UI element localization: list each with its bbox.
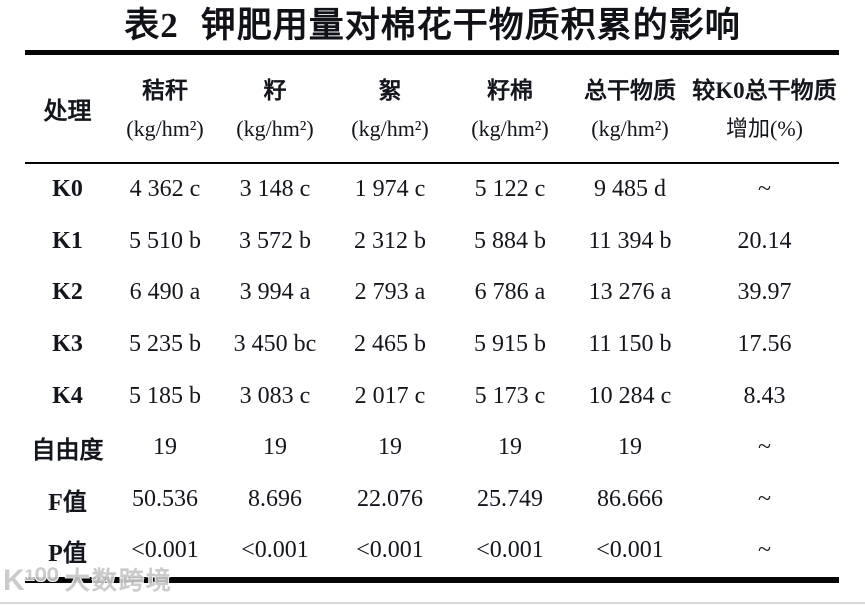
table-cell: 5 510 b (129, 227, 201, 254)
row-label: K0 (52, 176, 83, 203)
table-top-rule (25, 50, 839, 55)
page-edge-line (0, 602, 865, 604)
data-table: 处理 秸秆 (kg/hm²) 籽 (kg/hm²) 絮 (kg/hm²) 籽棉 … (25, 50, 839, 583)
table-cell: <0.001 (131, 537, 199, 564)
table-cell: 5 173 c (474, 382, 546, 409)
row-label: K1 (52, 227, 83, 254)
table-cell: 3 572 b (239, 227, 311, 254)
column-header-seed: 籽 (kg/hm²) (236, 77, 314, 141)
header-separator-rule (25, 162, 839, 164)
row-label: K2 (52, 279, 83, 306)
table-cell: 2 793 a (354, 279, 426, 306)
table-bottom-rule (25, 576, 839, 583)
table-cell: 20.14 (737, 227, 792, 254)
table-title: 表2 钾肥用量对棉花干物质积累的影响 (0, 3, 865, 49)
table-cell: 5 122 c (474, 176, 546, 203)
row-label: K3 (52, 331, 83, 358)
watermark-logo-icon: K¹⁰⁰ (3, 564, 59, 597)
column-header-treatment: 处理 (43, 99, 92, 125)
table-cell: 11 150 b (588, 331, 672, 358)
table-cell: 5 884 b (474, 227, 546, 254)
table-number: 表2 (124, 6, 179, 45)
table-cell: ~ (758, 537, 771, 564)
column-header-total-dry-matter: 总干物质 (kg/hm²) (584, 77, 676, 141)
table-cell: 10 284 c (588, 382, 672, 409)
table-cell: 5 235 b (129, 331, 201, 358)
table-body: K0 4 362 c 3 148 c 1 974 c 5 122 c 9 485… (25, 164, 839, 577)
table-cell: <0.001 (241, 537, 309, 564)
table-cell: 6 490 a (129, 279, 201, 306)
table-cell: 1 974 c (354, 176, 426, 203)
table-cell: 50.536 (132, 485, 198, 512)
column-header-lint: 絮 (kg/hm²) (351, 77, 429, 141)
table-cell: 5 915 b (474, 331, 546, 358)
table-cell: 19 (618, 434, 642, 461)
table-cell: <0.001 (596, 537, 664, 564)
table-cell: 19 (263, 434, 287, 461)
table-cell: 4 362 c (129, 176, 201, 203)
column-header-straw: 秸秆 (kg/hm²) (126, 77, 204, 141)
table-cell: 86.666 (597, 485, 663, 512)
row-label: F值 (48, 489, 87, 516)
row-label: 自由度 (31, 438, 104, 465)
table-cell: ~ (758, 485, 771, 512)
column-header-increase-vs-k0: 较K0总干物质 增加(%) (692, 77, 837, 141)
table-cell: 8.43 (743, 382, 786, 409)
table-cell: 22.076 (357, 485, 423, 512)
table-cell: 19 (498, 434, 522, 461)
table-cell: 3 083 c (239, 382, 311, 409)
table-cell: 19 (378, 434, 402, 461)
table-cell: <0.001 (476, 537, 544, 564)
row-label: K4 (52, 382, 83, 409)
table-cell: <0.001 (356, 537, 424, 564)
table-title-text: 钾肥用量对棉花干物质积累的影响 (200, 6, 741, 45)
row-label: P值 (48, 541, 87, 568)
table-cell: 9 485 d (594, 176, 666, 203)
watermark: K¹⁰⁰ 大数跨境 (3, 565, 173, 597)
watermark-text: 大数跨境 (64, 568, 173, 595)
table-cell: 2 465 b (354, 331, 426, 358)
table-cell: 25.749 (477, 485, 543, 512)
table-cell: 3 994 a (239, 279, 311, 306)
table-cell: 11 394 b (588, 227, 672, 254)
table-cell: 3 450 bc (233, 331, 317, 358)
table-cell: 6 786 a (474, 279, 546, 306)
table-cell: 2 017 c (354, 382, 426, 409)
table-cell: 17.56 (737, 331, 792, 358)
column-header-seed-cotton: 籽棉 (kg/hm²) (471, 77, 549, 141)
table-cell: 2 312 b (354, 227, 426, 254)
table-cell: ~ (758, 434, 771, 461)
table-cell: 5 185 b (129, 382, 201, 409)
table-cell: 39.97 (737, 279, 792, 306)
table-cell: 13 276 a (588, 279, 672, 306)
table-header-row: 处理 秸秆 (kg/hm²) 籽 (kg/hm²) 絮 (kg/hm²) 籽棉 … (25, 55, 839, 162)
table-cell: 19 (153, 434, 177, 461)
table-cell: 8.696 (248, 485, 302, 512)
table-cell: ~ (758, 176, 771, 203)
table-cell: 3 148 c (239, 176, 311, 203)
